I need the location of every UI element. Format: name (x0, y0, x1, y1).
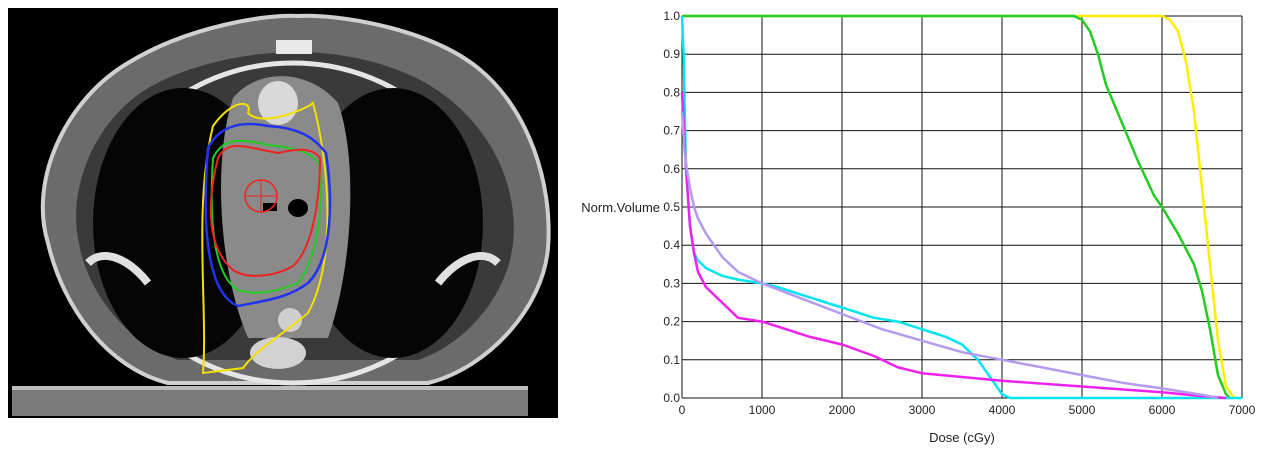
y-axis-label: Norm.Volume (581, 200, 660, 215)
y-tick-label: 0.5 (663, 200, 680, 214)
y-tick-label: 0.4 (663, 238, 680, 252)
x-axis-label: Dose (cGy) (929, 430, 995, 445)
x-tick-label: 3000 (909, 403, 936, 417)
series-line-5 (680, 111, 1219, 400)
grid-lines (681, 15, 1243, 399)
dvh-chart-panel: 0 1000 2000 3000 4000 5000 6000 7000 0.0 0.1 0.2 0.… (560, 0, 1270, 451)
x-tick-label: 1000 (749, 403, 776, 417)
tick-labels: 0 1000 2000 3000 4000 5000 6000 7000 0.0 0.1 0.2 0.… (663, 9, 1255, 417)
x-tick-label: 4000 (989, 403, 1016, 417)
x-tick-label: 2000 (829, 403, 856, 417)
y-tick-label: 0.1 (663, 353, 680, 367)
y-tick-label: 0.0 (663, 391, 680, 405)
ct-scan-image (8, 8, 558, 418)
y-tick-label: 0.8 (663, 85, 680, 99)
series-layer (680, 14, 1242, 400)
series-line-1 (682, 14, 1236, 399)
ct-scan-graphic (8, 8, 558, 418)
y-tick-label: 0.6 (663, 162, 680, 176)
series-line-4 (680, 92, 1227, 400)
y-tick-label: 0.3 (663, 276, 680, 290)
y-tick-label: 0.7 (663, 124, 680, 138)
y-tick-label: 0.9 (663, 47, 680, 61)
series-line-2 (682, 14, 1231, 399)
x-tick-label: 5000 (1069, 403, 1096, 417)
y-tick-label: 1.0 (663, 9, 680, 23)
y-tick-label: 0.2 (663, 315, 680, 329)
x-tick-label: 6000 (1149, 403, 1176, 417)
dvh-chart: 0 1000 2000 3000 4000 5000 6000 7000 0.0 0.1 0.2 0.… (581, 9, 1255, 445)
x-tick-label: 0 (679, 403, 686, 417)
x-tick-label: 7000 (1229, 403, 1256, 417)
